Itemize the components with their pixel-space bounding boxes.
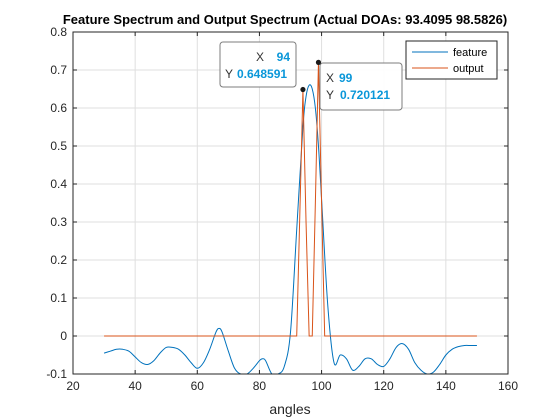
x-tick-label: 160 — [498, 379, 518, 393]
chart-title: Feature Spectrum and Output Spectrum (Ac… — [63, 12, 507, 27]
axes-background — [73, 32, 508, 374]
datatip[interactable]: X 99 Y 0.720121 — [315, 59, 403, 111]
datatip-y-value: 0.720121 — [340, 88, 390, 102]
y-tick-label: 0.6 — [50, 101, 67, 115]
legend-box — [405, 40, 498, 80]
legend[interactable]: feature output — [405, 40, 498, 80]
datatips[interactable]: X 94 Y 0.648591 X 99 Y 0.720121 — [219, 41, 403, 111]
series-line-output — [104, 62, 477, 337]
datatip-x-value: 94 — [277, 50, 291, 64]
y-tick-label: 0.7 — [50, 63, 67, 77]
axes-box — [72, 31, 509, 375]
x-tick-label: 40 — [128, 379, 142, 393]
datatip-marker — [315, 59, 322, 65]
datatip-box — [319, 62, 403, 111]
x-tick-label: 80 — [253, 379, 267, 393]
series-layer — [103, 62, 477, 374]
y-tick-label: 0.8 — [50, 25, 67, 39]
x-tick-label: 100 — [312, 379, 332, 393]
datatip-x-label: X — [326, 71, 334, 85]
y-tick-label: 0.5 — [50, 139, 67, 153]
y-tick-label: 0.3 — [50, 215, 67, 229]
datatip-y-value: 0.648591 — [237, 67, 287, 81]
x-tick-label: 120 — [374, 379, 394, 393]
datatip-y-label: Y — [225, 67, 233, 81]
x-axis-label: angles — [269, 401, 310, 417]
datatip-box — [219, 41, 297, 88]
legend-label-feature: feature — [453, 47, 487, 59]
tick-labels: 20 40 60 80 100 120 140 160 -0.1 0 0.1 0.2 0.3 0.4 0.5… — [46, 25, 518, 393]
datatip-marker — [300, 86, 306, 93]
x-tick-label: 20 — [66, 379, 80, 393]
x-tick-label: 60 — [191, 379, 205, 393]
y-tick-label: 0.4 — [50, 177, 67, 191]
series-line-feature — [103, 84, 477, 374]
ticks — [72, 31, 509, 375]
datatip[interactable]: X 94 Y 0.648591 — [219, 41, 306, 93]
datatip-x-value: 99 — [339, 71, 353, 85]
legend-label-output: output — [453, 63, 484, 75]
y-tick-label: 0.1 — [50, 291, 67, 305]
y-tick-label: 0.2 — [50, 253, 67, 267]
datatip-x-label: X — [256, 50, 264, 64]
y-tick-label: 0 — [60, 329, 67, 343]
y-tick-label: -0.1 — [46, 367, 67, 381]
datatip-y-label: Y — [326, 88, 334, 102]
x-tick-label: 140 — [436, 379, 456, 393]
